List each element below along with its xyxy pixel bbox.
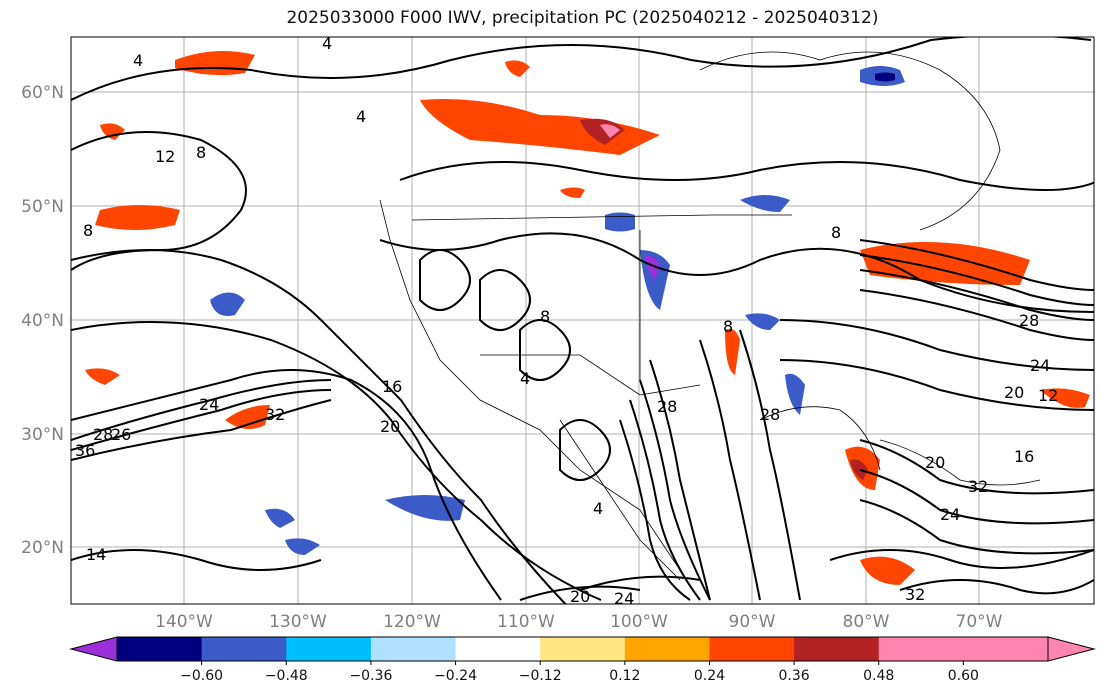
colorbar: −0.60 −0.48 −0.36 −0.24 −0.12 0.12 0.24 0.36 0.4… xyxy=(69,636,1096,684)
contour-label: 14 xyxy=(86,545,106,564)
lon-label: 100°W xyxy=(610,612,668,632)
lat-label: 30°N xyxy=(21,425,64,445)
contour-label: 28 xyxy=(1019,311,1039,330)
contour-label: 28 xyxy=(657,397,677,416)
contour-label: 32 xyxy=(265,405,285,424)
lat-label: 60°N xyxy=(21,83,64,103)
contour-label: 8 xyxy=(83,221,93,240)
colorbar-outline xyxy=(116,636,1049,662)
colorbar-extend-high xyxy=(1047,636,1096,662)
colorbar-tick-label: −0.60 xyxy=(180,668,223,684)
colorbar-bin xyxy=(794,637,880,661)
contour-label: 24 xyxy=(199,395,219,414)
contour-label: 26 xyxy=(111,425,131,444)
contour-label: 8 xyxy=(831,223,841,242)
colorbar-bin xyxy=(370,637,457,661)
colorbar-tick-label: −0.48 xyxy=(265,668,308,684)
longitude-labels: 140°W 130°W 120°W 110°W 100°W 90°W 80°W … xyxy=(155,612,1003,632)
contour-label: 24 xyxy=(1030,356,1050,375)
lat-label: 40°N xyxy=(21,311,64,331)
contour-label: 28 xyxy=(93,425,113,444)
lat-label: 50°N xyxy=(21,197,64,217)
colorbar-tick-label: 0.12 xyxy=(609,668,640,684)
colorbar-bin xyxy=(201,637,287,661)
contour-label: 16 xyxy=(1014,447,1034,466)
contour-label: 24 xyxy=(940,505,960,524)
precip-shading xyxy=(85,51,1090,585)
contour-label: 20 xyxy=(1004,383,1024,402)
contour-label: 8 xyxy=(196,143,206,162)
contour-label: 20 xyxy=(570,587,590,606)
contour-label: 4 xyxy=(520,369,530,388)
colorbar-extend-low xyxy=(69,636,118,662)
contour-label: 36 xyxy=(75,441,95,460)
contour-label: 32 xyxy=(905,585,925,604)
colorbar-bin xyxy=(963,637,1049,661)
contour-label: 4 xyxy=(593,499,603,518)
contour-label: 20 xyxy=(925,453,945,472)
contour-label: 20 xyxy=(380,417,400,436)
contour-label: 4 xyxy=(322,34,332,53)
colorbar-bin xyxy=(540,637,626,661)
contour-label: 8 xyxy=(723,317,733,336)
colorbar-bin xyxy=(286,637,372,661)
colorbar-tick-label: −0.12 xyxy=(519,668,562,684)
coastlines-borders xyxy=(379,51,1041,581)
contour-label: 4 xyxy=(356,107,366,126)
colorbar-tick-label: 0.60 xyxy=(948,668,979,684)
colorbar-tick-label: −0.36 xyxy=(349,668,392,684)
latitude-labels: 60°N 50°N 40°N 30°N 20°N xyxy=(21,83,64,558)
contour-labels: 4 4 12 8 4 8 8 28 24 12 16 20 8 8 4 28 2… xyxy=(75,34,1058,608)
contour-label: 4 xyxy=(133,51,143,70)
lon-label: 110°W xyxy=(497,612,555,632)
contour-label: 8 xyxy=(540,307,550,326)
colorbar-tick-label: 0.36 xyxy=(779,668,810,684)
iwv-contours xyxy=(71,37,1094,604)
contour-label: 24 xyxy=(614,589,634,608)
lat-label: 20°N xyxy=(21,538,64,558)
contour-label: 12 xyxy=(155,147,175,166)
lon-label: 80°W xyxy=(843,612,890,632)
lon-label: 120°W xyxy=(383,612,441,632)
map-frame xyxy=(70,36,1095,605)
lon-label: 140°W xyxy=(155,612,213,632)
contour-label: 12 xyxy=(1038,386,1058,405)
contour-label: 28 xyxy=(760,405,780,424)
contour-label: 16 xyxy=(382,377,402,396)
colorbar-tick-label: −0.24 xyxy=(434,668,477,684)
colorbar-bin xyxy=(117,637,203,661)
colorbar-tick-label: 0.48 xyxy=(863,668,894,684)
colorbar-bin xyxy=(878,637,964,661)
lon-label: 130°W xyxy=(269,612,327,632)
lon-label: 90°W xyxy=(729,612,776,632)
contour-label: 32 xyxy=(968,477,988,496)
colorbar-bin xyxy=(624,637,710,661)
lon-label: 70°W xyxy=(956,612,1003,632)
colorbar-bin xyxy=(455,637,541,661)
colorbar-bin xyxy=(709,637,795,661)
map-title: 2025033000 F000 IWV, precipitation PC (2… xyxy=(286,8,879,28)
colorbar-tick-label: 0.24 xyxy=(694,668,725,684)
